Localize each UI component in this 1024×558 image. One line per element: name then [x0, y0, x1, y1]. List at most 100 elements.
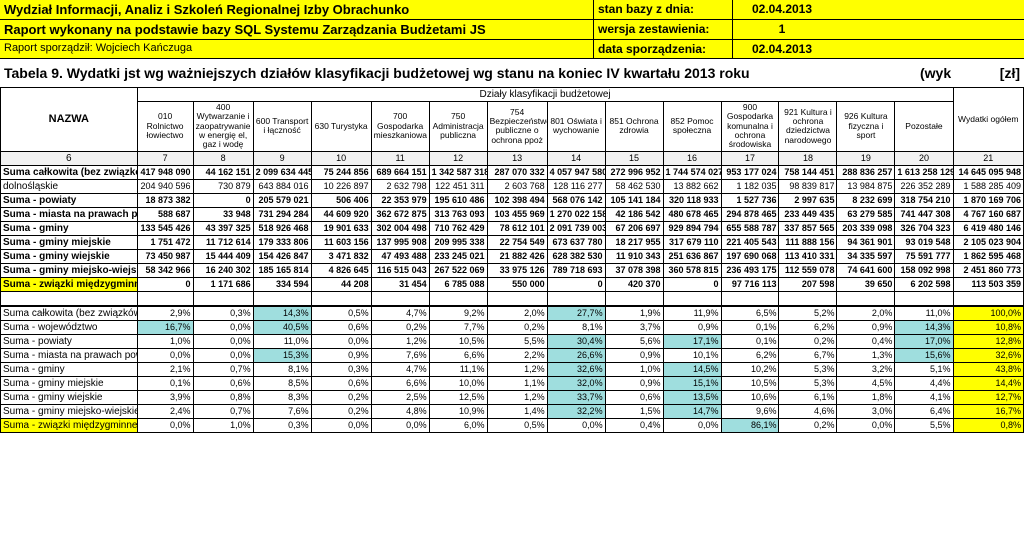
- cell: 1,5%: [605, 404, 663, 418]
- cell: 6,0%: [429, 418, 487, 432]
- cell: 11,0%: [253, 334, 311, 348]
- cell: 0,7%: [193, 404, 253, 418]
- cell: 0,7%: [193, 362, 253, 376]
- cell: 3,2%: [837, 362, 895, 376]
- cell: 0,0%: [547, 418, 605, 432]
- cell: 8,5%: [253, 376, 311, 390]
- cell: 2 451 860 773: [953, 263, 1024, 277]
- cell: 10,2%: [721, 362, 779, 376]
- cell: 0,8%: [193, 390, 253, 404]
- cell: 63 279 585: [837, 207, 895, 221]
- cell: 15 444 409: [193, 249, 253, 263]
- cell: 44 208: [311, 277, 371, 291]
- cell: 741 447 308: [895, 207, 953, 221]
- col-num: 19: [837, 151, 895, 165]
- cell: 47 493 488: [371, 249, 429, 263]
- cell: 272 996 952: [605, 165, 663, 179]
- cell: 113 503 359: [953, 277, 1024, 291]
- cell: 0,9%: [837, 320, 895, 334]
- cell: 0,0%: [193, 348, 253, 362]
- cell: 1 270 022 158: [547, 207, 605, 221]
- cell: 7,7%: [429, 320, 487, 334]
- cell: 628 382 530: [547, 249, 605, 263]
- cell: 112 559 078: [779, 263, 837, 277]
- col-header-3: 630 Turystyka: [311, 102, 371, 152]
- cell: 102 398 494: [487, 193, 547, 207]
- cell: 103 455 969: [487, 207, 547, 221]
- cell: 1,0%: [137, 334, 193, 348]
- col-num: 20: [895, 151, 953, 165]
- cell: 8,1%: [547, 320, 605, 334]
- cell: 4,6%: [779, 404, 837, 418]
- cell: 6,4%: [895, 404, 953, 418]
- cell: 0,3%: [253, 418, 311, 432]
- cell: 34 335 597: [837, 249, 895, 263]
- cell: 420 370: [605, 277, 663, 291]
- col-num: 18: [779, 151, 837, 165]
- cell: 953 177 024: [721, 165, 779, 179]
- cell: 1 751 472: [137, 235, 193, 249]
- cell: 1,2%: [487, 362, 547, 376]
- table-title: Tabela 9. Wydatki jst wg ważniejszych dz…: [4, 65, 920, 81]
- col-num: 16: [663, 151, 721, 165]
- cell: 13,5%: [663, 390, 721, 404]
- cell: 21 882 426: [487, 249, 547, 263]
- cell: 1,3%: [837, 348, 895, 362]
- cell: 14,3%: [253, 306, 311, 321]
- cell: 1,4%: [487, 404, 547, 418]
- cell: 6 419 480 146: [953, 221, 1024, 235]
- cell: 2 603 768: [487, 179, 547, 193]
- cell: 4 057 947 580: [547, 165, 605, 179]
- cell: 33 948: [193, 207, 253, 221]
- cell: 98 839 817: [779, 179, 837, 193]
- cell: 32,6%: [547, 362, 605, 376]
- stan-value: 02.04.2013: [733, 0, 831, 19]
- cell: 14,3%: [895, 320, 953, 334]
- cell: 1 613 258 129: [895, 165, 953, 179]
- cell: 6,2%: [721, 348, 779, 362]
- row-name: Suma - powiaty: [1, 334, 138, 348]
- cell: 730 879: [193, 179, 253, 193]
- cell: 6,2%: [779, 320, 837, 334]
- cell: 251 636 867: [663, 249, 721, 263]
- cell: 2,5%: [371, 390, 429, 404]
- cell: 236 493 175: [721, 263, 779, 277]
- cell: 4,1%: [895, 390, 953, 404]
- cell: 789 718 693: [547, 263, 605, 277]
- cell: 4,5%: [837, 376, 895, 390]
- cell: 302 004 498: [371, 221, 429, 235]
- row-name: Suma - związki międzygminne: [1, 277, 138, 291]
- col-header-10: 900 Gospodarka komunalna i ochrona środo…: [721, 102, 779, 152]
- cell: 5,6%: [605, 334, 663, 348]
- cell: 0,0%: [311, 418, 371, 432]
- group-header: Działy klasyfikacji budżetowej: [137, 88, 953, 102]
- cell: 294 878 465: [721, 207, 779, 221]
- title-unit: [zł]: [980, 65, 1020, 81]
- cell: 0,0%: [193, 334, 253, 348]
- stan-label: stan bazy z dnia:: [594, 0, 733, 19]
- cell: 12,7%: [953, 390, 1024, 404]
- cell: 10,5%: [429, 334, 487, 348]
- cell: 518 926 468: [253, 221, 311, 235]
- cell: 0,6%: [311, 320, 371, 334]
- cell: 0,0%: [137, 348, 193, 362]
- cell: 86,1%: [721, 418, 779, 432]
- row-name: Suma - powiaty: [1, 193, 138, 207]
- cell: 128 116 277: [547, 179, 605, 193]
- cell: 267 522 069: [429, 263, 487, 277]
- col-header-0: 010 Rolnictwo łowiectwo: [137, 102, 193, 152]
- col-header-9: 852 Pomoc społeczna: [663, 102, 721, 152]
- cell: 116 515 043: [371, 263, 429, 277]
- cell: 113 410 331: [779, 249, 837, 263]
- cell: 14,5%: [663, 362, 721, 376]
- cell: 1 744 574 027: [663, 165, 721, 179]
- cell: 32,0%: [547, 376, 605, 390]
- cell: 568 076 142: [547, 193, 605, 207]
- cell: 73 450 987: [137, 249, 193, 263]
- cell: 0,1%: [721, 334, 779, 348]
- cell: 10,6%: [721, 390, 779, 404]
- col-num: 10: [311, 151, 371, 165]
- row-name: Suma - miasta na prawach pow.: [1, 348, 138, 362]
- cell: 417 948 090: [137, 165, 193, 179]
- cell: 42 186 542: [605, 207, 663, 221]
